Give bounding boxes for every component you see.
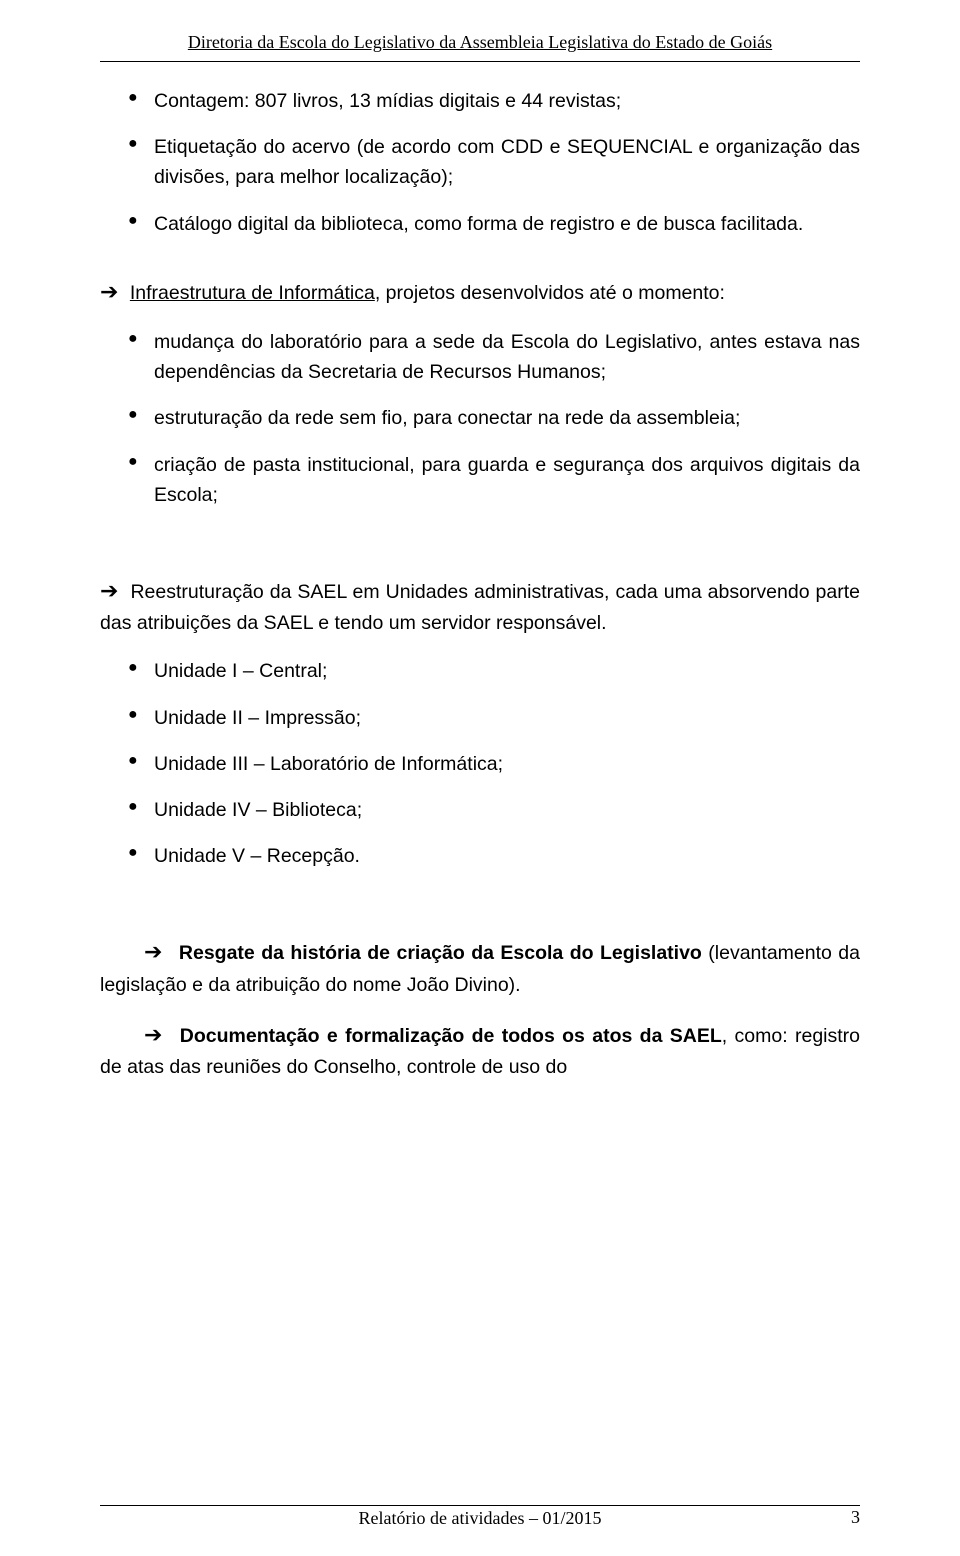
bullet-list-sael: Unidade I – Central; Unidade II – Impres… bbox=[100, 656, 860, 871]
header-divider bbox=[100, 61, 860, 62]
list-item: Unidade IV – Biblioteca; bbox=[100, 795, 860, 825]
arrow-right-icon: ➔ bbox=[100, 275, 118, 309]
list-item: Unidade III – Laboratório de Informática… bbox=[100, 749, 860, 779]
page-header: Diretoria da Escola do Legislativo da As… bbox=[100, 32, 860, 53]
arrow-right-icon: ➔ bbox=[144, 935, 162, 969]
list-item: estruturação da rede sem fio, para conec… bbox=[100, 403, 860, 433]
page-footer: Relatório de atividades – 01/2015 3 bbox=[100, 1505, 860, 1528]
infra-heading: ➔ Infraestrutura de Informática, projeto… bbox=[100, 275, 860, 309]
list-item: Unidade II – Impressão; bbox=[100, 703, 860, 733]
bullet-list-top: Contagem: 807 livros, 13 mídias digitais… bbox=[100, 86, 860, 239]
list-item: Unidade V – Recepção. bbox=[100, 841, 860, 871]
list-item: criação de pasta institucional, para gua… bbox=[100, 450, 860, 510]
list-item: mudança do laboratório para a sede da Es… bbox=[100, 327, 860, 387]
doc-paragraph: ➔ Documentação e formalização de todos o… bbox=[100, 1018, 860, 1082]
sael-intro-text: Reestruturação da SAEL em Unidades admin… bbox=[100, 581, 860, 634]
doc-bold: Documentação e formalização de todos os … bbox=[180, 1025, 722, 1047]
resgate-paragraph: ➔ Resgate da história de criação da Esco… bbox=[100, 935, 860, 999]
bullet-list-infra: mudança do laboratório para a sede da Es… bbox=[100, 327, 860, 510]
arrow-right-icon: ➔ bbox=[144, 1018, 162, 1052]
resgate-bold: Resgate da história de criação da Escola… bbox=[179, 942, 702, 964]
document-body: Contagem: 807 livros, 13 mídias digitais… bbox=[100, 86, 860, 1505]
list-item: Unidade I – Central; bbox=[100, 656, 860, 686]
infra-heading-rest: , projetos desenvolvidos até o momento: bbox=[375, 282, 725, 304]
arrow-right-icon: ➔ bbox=[100, 574, 118, 608]
list-item: Contagem: 807 livros, 13 mídias digitais… bbox=[100, 86, 860, 116]
list-item: Etiquetação do acervo (de acordo com CDD… bbox=[100, 132, 860, 192]
sael-intro: ➔ Reestruturação da SAEL em Unidades adm… bbox=[100, 574, 860, 638]
list-item: Catálogo digital da biblioteca, como for… bbox=[100, 209, 860, 239]
infra-heading-underlined: Infraestrutura de Informática bbox=[130, 282, 375, 304]
footer-divider bbox=[100, 1505, 860, 1506]
